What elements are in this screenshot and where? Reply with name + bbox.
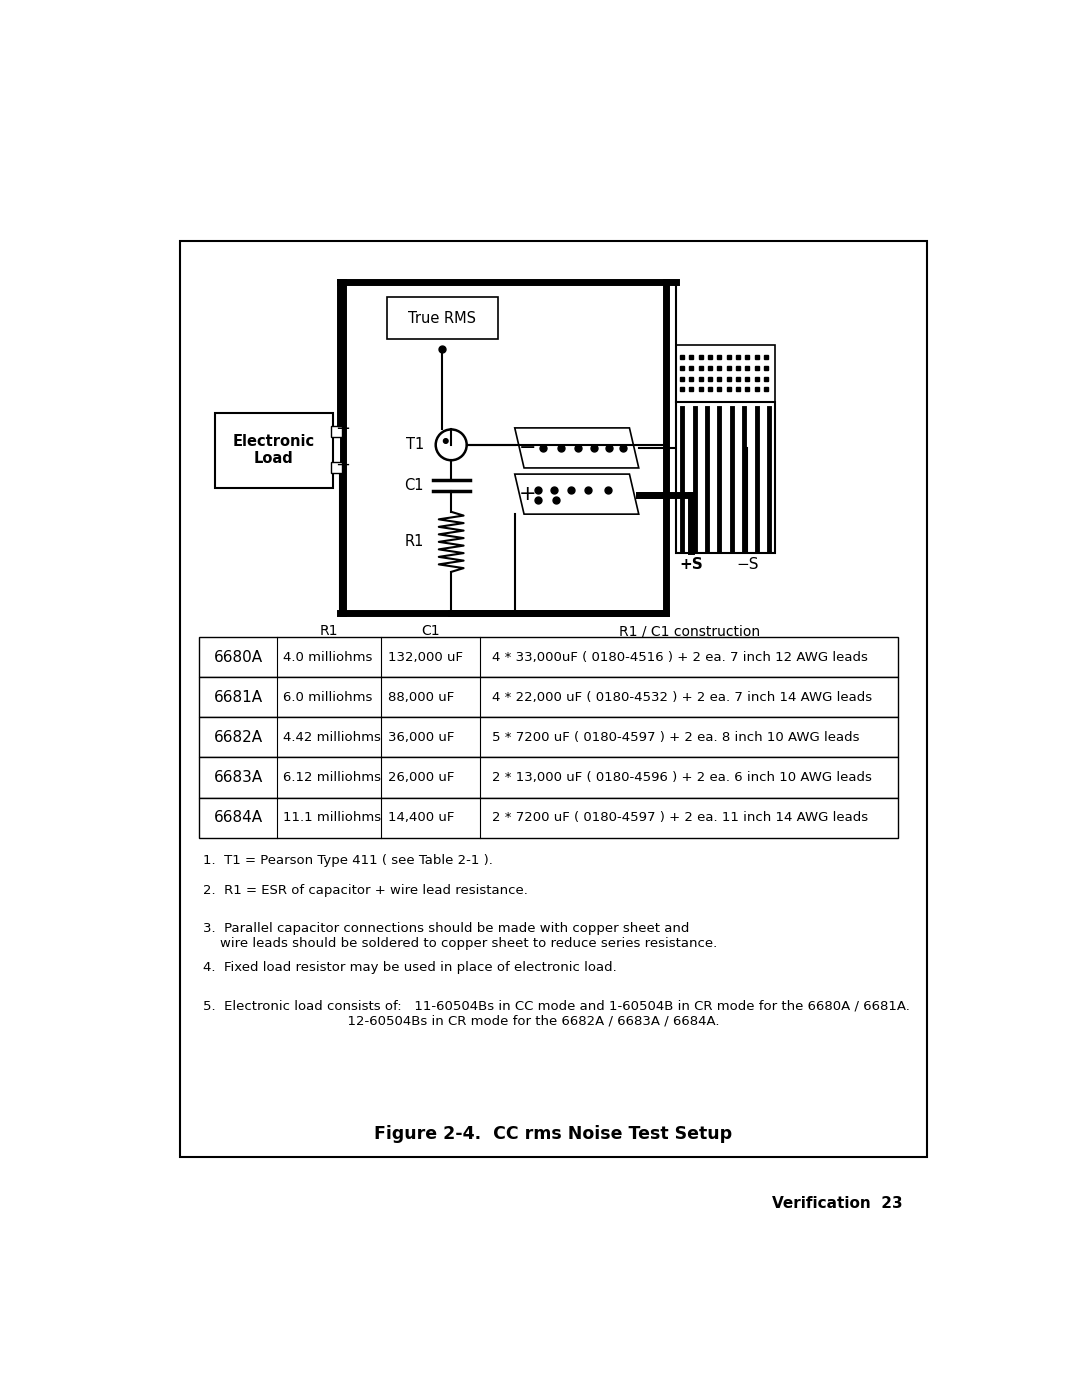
Text: 5.  Electronic load consists of:   11-60504Bs in CC mode and 1-60504B in CR mode: 5. Electronic load consists of: 11-60504… [203,999,910,1027]
Text: −: − [335,420,350,439]
Bar [200,637,899,678]
Text: C1: C1 [421,624,440,638]
Text: +S: +S [679,556,703,571]
Text: −S: −S [735,556,758,571]
Text: +: + [518,485,536,504]
Text: 2 * 13,000 uF ( 0180-4596 ) + 2 ea. 6 inch 10 AWG leads: 2 * 13,000 uF ( 0180-4596 ) + 2 ea. 6 in… [491,771,872,784]
Text: −: − [518,437,536,458]
Bar [200,798,899,838]
Text: +: + [335,455,350,474]
Text: 4 * 33,000uF ( 0180-4516 ) + 2 ea. 7 inch 12 AWG leads: 4 * 33,000uF ( 0180-4516 ) + 2 ea. 7 inc… [491,651,867,664]
Bar [200,678,899,718]
Bar [342,282,666,613]
Bar [332,462,342,472]
Bar [387,298,498,339]
Text: 4.0 milliohms: 4.0 milliohms [283,651,373,664]
Bar [200,757,899,798]
Text: 6681A: 6681A [214,690,262,705]
Text: R1: R1 [405,535,424,549]
Text: 11.1 milliohms: 11.1 milliohms [283,812,381,824]
Text: 6682A: 6682A [214,731,262,745]
Text: 4.42 milliohms: 4.42 milliohms [283,731,381,745]
Text: 6.0 milliohms: 6.0 milliohms [283,692,373,704]
Bar [200,718,899,757]
Text: T1: T1 [406,437,424,453]
Bar [676,402,775,553]
Text: 6684A: 6684A [214,810,262,826]
Text: 132,000 uF: 132,000 uF [388,651,462,664]
Bar [332,426,342,437]
Text: True RMS: True RMS [408,310,476,326]
Polygon shape [515,474,638,514]
Text: Verification  23: Verification 23 [771,1196,902,1211]
Bar [215,412,333,488]
Text: Figure 2-4.  CC rms Noise Test Setup: Figure 2-4. CC rms Noise Test Setup [375,1125,732,1143]
Text: C1: C1 [405,478,424,493]
Text: 2.  R1 = ESR of capacitor + wire lead resistance.: 2. R1 = ESR of capacitor + wire lead res… [203,884,528,897]
Text: 6.12 milliohms: 6.12 milliohms [283,771,381,784]
Text: Electronic
Load: Electronic Load [232,434,314,467]
Circle shape [444,439,448,443]
Text: 36,000 uF: 36,000 uF [388,731,454,745]
Text: 4 * 22,000 uF ( 0180-4532 ) + 2 ea. 7 inch 14 AWG leads: 4 * 22,000 uF ( 0180-4532 ) + 2 ea. 7 in… [491,692,872,704]
Text: 26,000 uF: 26,000 uF [388,771,454,784]
Text: R1 / C1 construction: R1 / C1 construction [619,624,759,638]
Bar [180,240,927,1157]
Text: 1.  T1 = Pearson Type 411 ( see Table 2-1 ).: 1. T1 = Pearson Type 411 ( see Table 2-1… [203,855,494,868]
Text: 2 * 7200 uF ( 0180-4597 ) + 2 ea. 11 inch 14 AWG leads: 2 * 7200 uF ( 0180-4597 ) + 2 ea. 11 inc… [491,812,867,824]
Polygon shape [515,427,638,468]
Text: 14,400 uF: 14,400 uF [388,812,454,824]
Text: R1: R1 [320,624,338,638]
Text: 6683A: 6683A [214,770,262,785]
Bar [676,345,775,407]
Text: 88,000 uF: 88,000 uF [388,692,454,704]
Text: 3.  Parallel capacitor connections should be made with copper sheet and
    wire: 3. Parallel capacitor connections should… [203,922,717,950]
Text: 6680A: 6680A [214,650,262,665]
Text: 5 * 7200 uF ( 0180-4597 ) + 2 ea. 8 inch 10 AWG leads: 5 * 7200 uF ( 0180-4597 ) + 2 ea. 8 inch… [491,731,859,745]
Text: 4.  Fixed load resistor may be used in place of electronic load.: 4. Fixed load resistor may be used in pl… [203,961,617,974]
